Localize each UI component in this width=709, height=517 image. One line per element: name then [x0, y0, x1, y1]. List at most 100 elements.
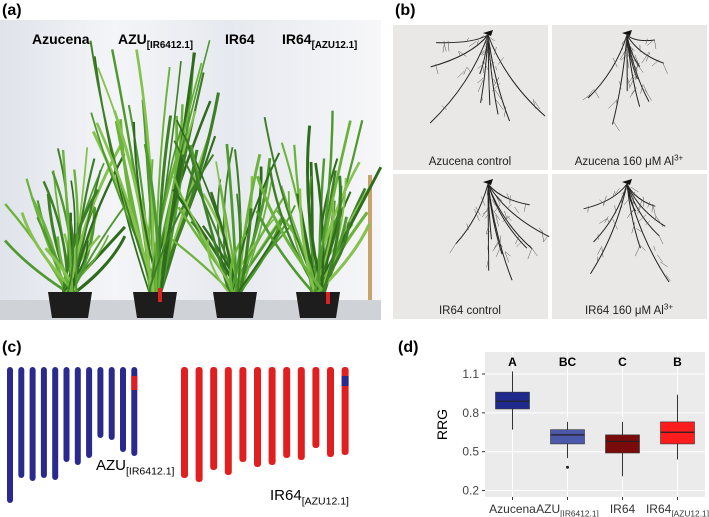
leaf [148, 60, 182, 293]
lateral-root [481, 95, 483, 101]
root [487, 34, 491, 106]
lateral-root [475, 206, 481, 216]
lateral-root [494, 204, 501, 212]
lateral-root [504, 210, 508, 220]
lateral-root [651, 204, 653, 213]
root [430, 34, 489, 68]
lateral-root [509, 195, 511, 204]
lateral-root [651, 59, 660, 67]
leaf [314, 162, 325, 293]
lateral-root [477, 77, 484, 84]
lateral-root [541, 230, 545, 242]
y-tick-label: 0.5 [462, 445, 479, 459]
lateral-root [485, 214, 489, 219]
y-tick-label: 0.2 [462, 484, 479, 498]
label-superscript: 3+ [664, 302, 673, 311]
label: IR64[AZU12.1] [646, 502, 709, 517]
introgression [341, 376, 349, 386]
lateral-root [477, 62, 486, 69]
root [429, 34, 489, 124]
lateral-root [639, 245, 646, 251]
label-subscript: [IR6412.1] [560, 509, 599, 517]
lateral-root [622, 43, 631, 55]
chromosome [63, 367, 70, 462]
lateral-root [597, 247, 602, 255]
lateral-root [529, 245, 538, 257]
lateral-root [654, 214, 664, 228]
lateral-root [494, 89, 503, 102]
group-letter: B [673, 355, 682, 369]
lateral-root [601, 246, 604, 258]
chromosome [181, 367, 188, 478]
lateral-root [466, 37, 469, 43]
boxplot: 0.2 0.5 0.8 1.1 RRG A Azucena BC AZU[IR6412.1] C I… [434, 352, 709, 517]
label: IR64 [225, 31, 255, 47]
lateral-root [642, 196, 644, 207]
lateral-root [628, 72, 637, 84]
lateral-root [620, 54, 628, 61]
lateral-root [532, 99, 536, 109]
label-text: Azucena 160 μM Al [575, 156, 674, 168]
lateral-root [494, 239, 500, 249]
seed [483, 30, 493, 36]
leaf [239, 178, 273, 293]
lateral-root [514, 206, 520, 214]
pot [213, 292, 257, 318]
chromosome [97, 367, 104, 438]
lateral-root [493, 210, 500, 221]
label-text: AZU [96, 457, 126, 474]
leaf [206, 239, 230, 293]
lateral-root [502, 215, 511, 223]
lateral-root [634, 73, 637, 81]
lateral-root [654, 39, 657, 50]
lateral-root [493, 78, 496, 84]
lateral-root [634, 245, 641, 257]
lateral-root [665, 274, 671, 282]
lateral-root [653, 246, 656, 251]
leaf [237, 227, 283, 293]
chromosome [268, 367, 276, 465]
lateral-root [636, 61, 638, 74]
lateral-root [631, 87, 637, 95]
lateral-root [660, 261, 668, 268]
lateral-root [657, 254, 663, 263]
lateral-root [645, 38, 648, 45]
lateral-root [506, 204, 512, 210]
root [487, 183, 503, 255]
leaf [236, 193, 241, 293]
label-superscript: 3+ [674, 153, 683, 162]
lateral-root [602, 195, 607, 207]
lateral-root [645, 52, 651, 62]
lateral-root [524, 202, 527, 212]
label-text: IR64 control [439, 305, 501, 317]
chromosome [74, 367, 81, 465]
chromosome [341, 367, 349, 455]
lateral-root [486, 37, 489, 48]
chromosome [7, 367, 13, 503]
leaf [170, 238, 232, 293]
label: AZU[IR6412.1] [96, 457, 175, 478]
lateral-root [538, 227, 546, 236]
root [626, 34, 664, 64]
lateral-root [612, 218, 618, 230]
lateral-root [499, 242, 503, 248]
chromosome [224, 367, 232, 475]
label: Azucena control [429, 156, 511, 168]
lateral-root [477, 80, 484, 92]
label: IR64 control [439, 305, 501, 317]
leaf [147, 154, 215, 293]
box [550, 429, 585, 445]
lateral-root [497, 57, 504, 65]
chromosome [120, 367, 126, 452]
label: AZU[IR6412.1] [118, 31, 193, 51]
seed [622, 179, 632, 185]
root-photos: Azucena control Azucena 160 μM Al3+IR64 c… [393, 25, 707, 319]
chromosomes: AZU[IR6412.1] IR64[AZU12.1] [7, 367, 349, 508]
group-letter: C [618, 355, 627, 369]
lateral-root [543, 235, 549, 243]
y-tick-label: 1.1 [462, 367, 479, 381]
pot [133, 292, 177, 318]
lateral-root [658, 234, 664, 245]
lateral-root [634, 54, 639, 65]
ruler [368, 175, 372, 300]
